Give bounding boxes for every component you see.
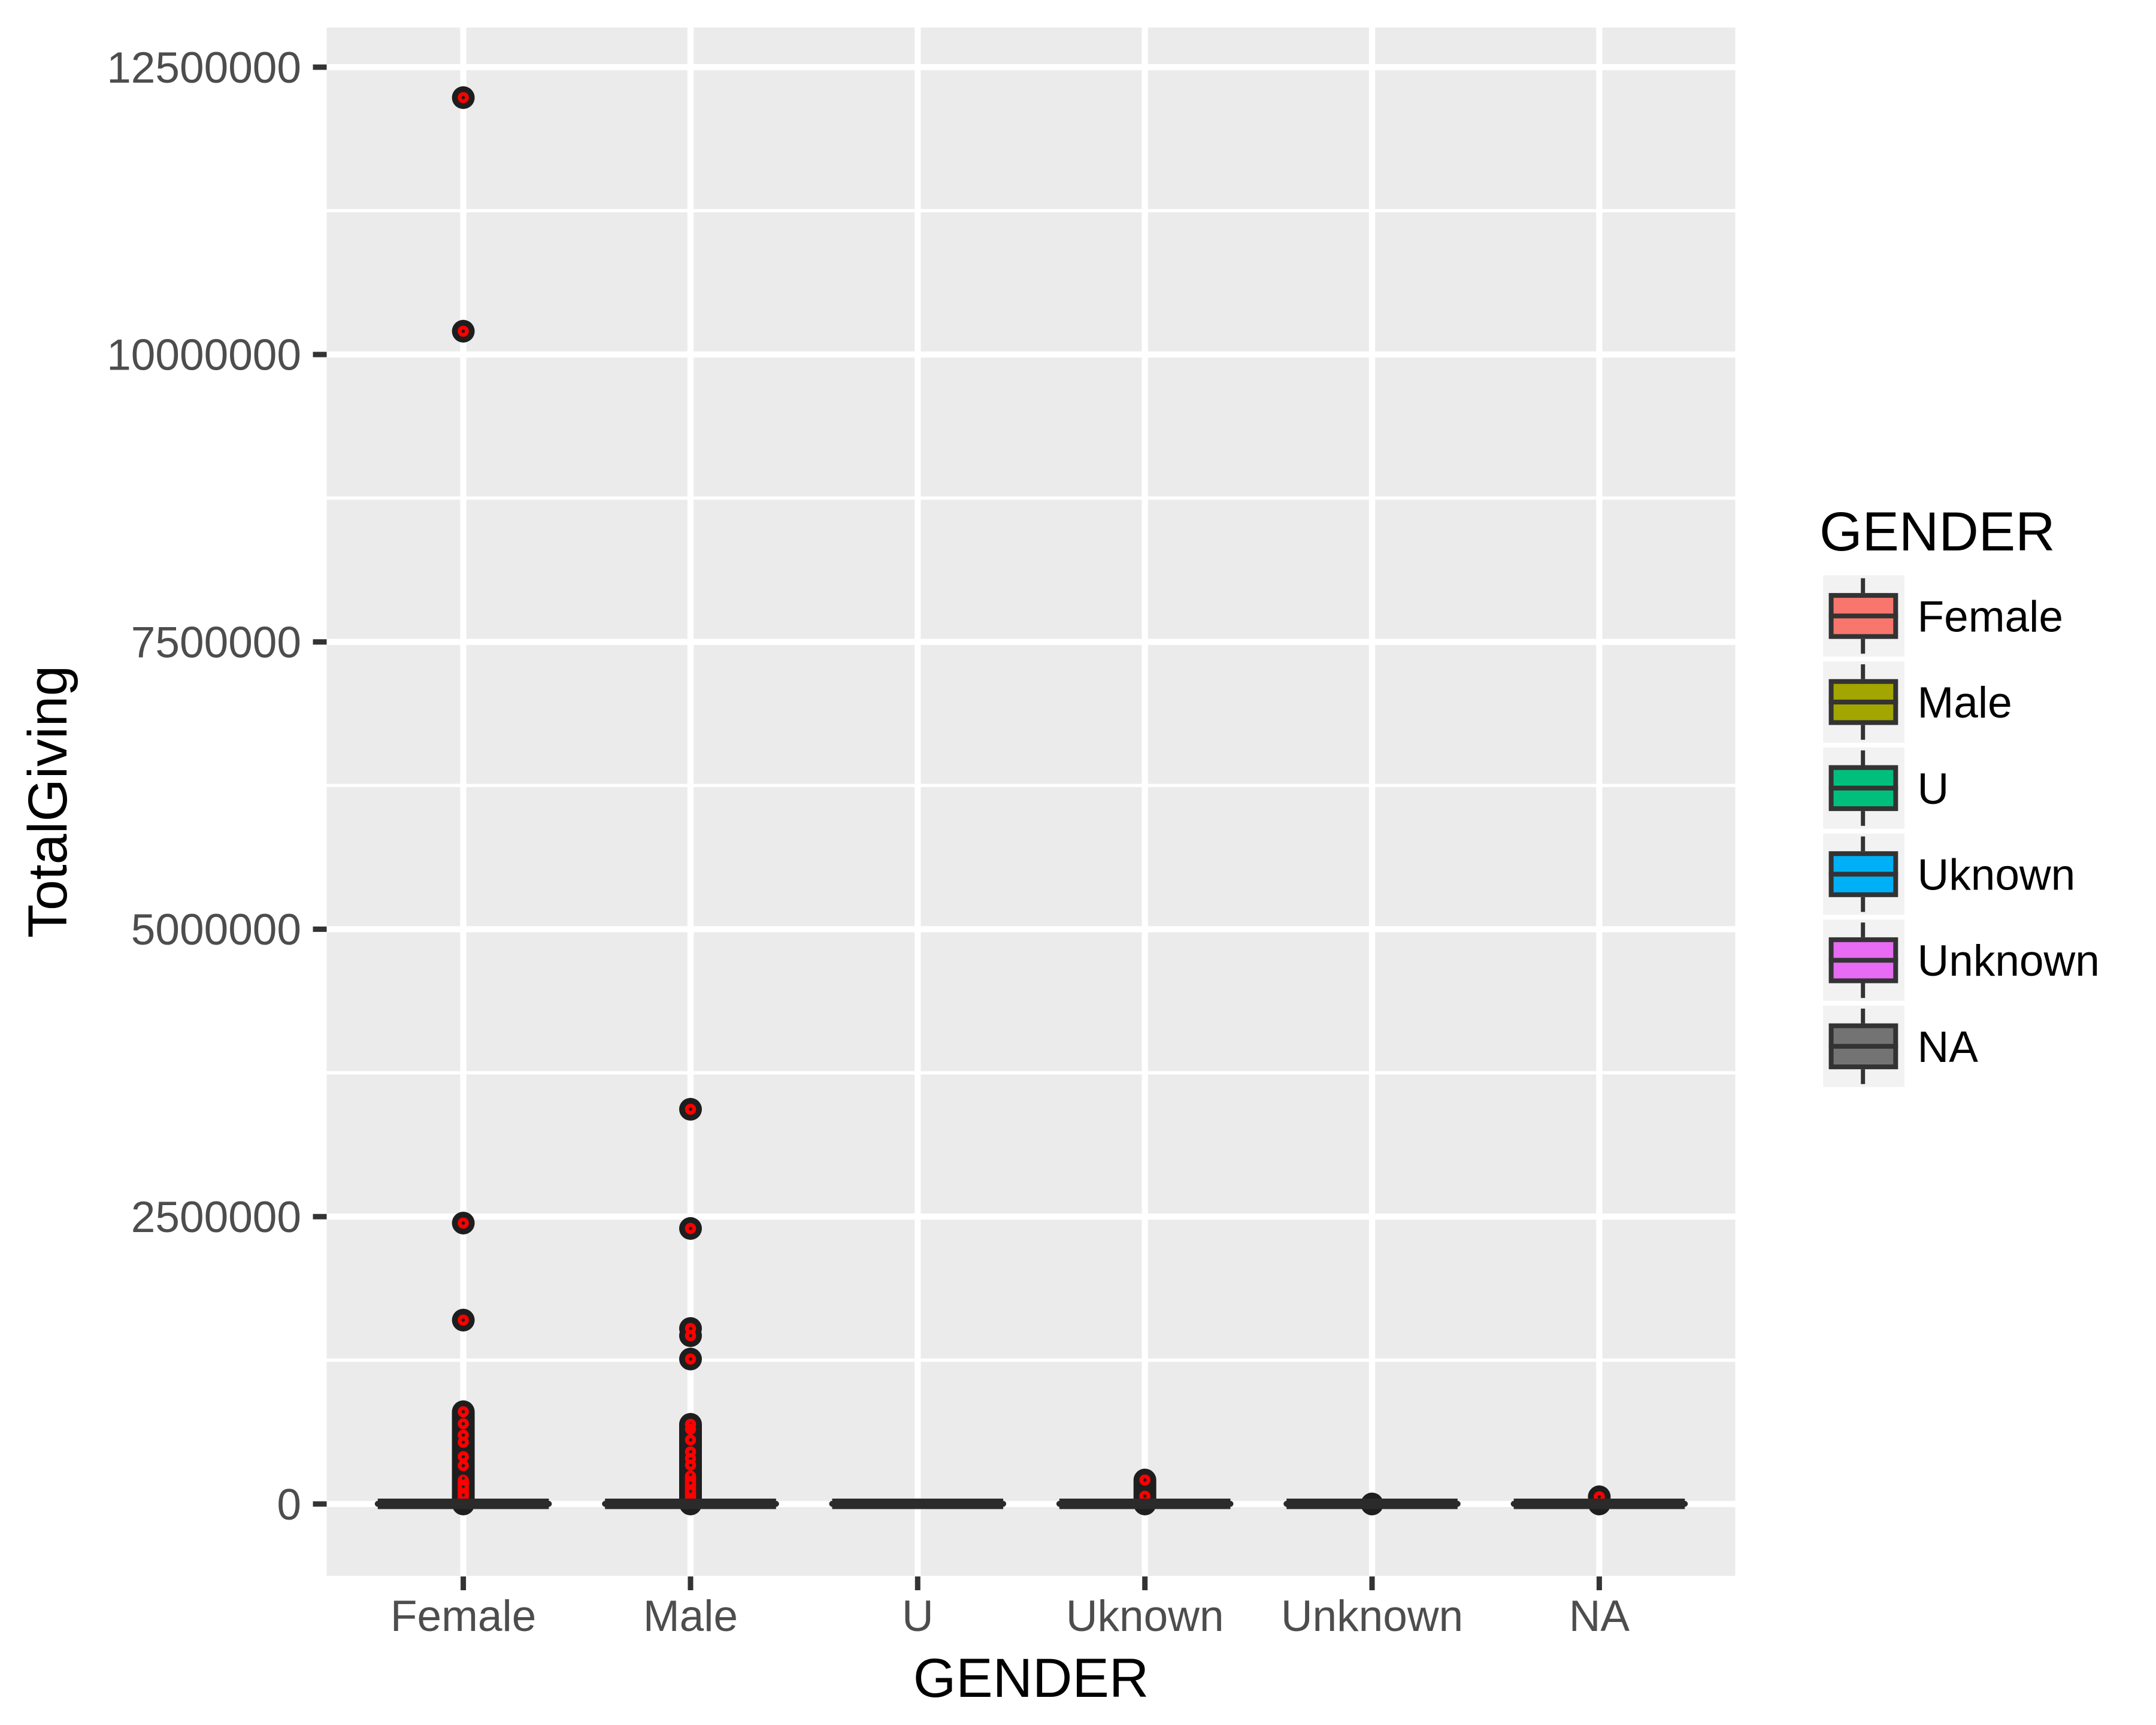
svg-text:TotalGiving: TotalGiving [17, 665, 78, 938]
svg-text:Female: Female [1918, 592, 2063, 641]
svg-text:Unknown: Unknown [1281, 1592, 1463, 1641]
svg-text:5000000: 5000000 [131, 906, 301, 954]
svg-text:Uknown: Uknown [1066, 1592, 1224, 1641]
svg-text:2500000: 2500000 [131, 1193, 301, 1242]
svg-text:10000000: 10000000 [107, 331, 301, 380]
svg-text:Male: Male [643, 1592, 738, 1641]
svg-text:Unknown: Unknown [1918, 937, 2100, 985]
svg-text:12500000: 12500000 [107, 44, 301, 92]
svg-text:U: U [1918, 765, 1949, 813]
svg-text:NA: NA [1918, 1023, 1979, 1072]
svg-text:U: U [902, 1592, 934, 1641]
svg-text:Uknown: Uknown [1918, 851, 2076, 900]
svg-text:Female: Female [390, 1592, 536, 1641]
svg-text:GENDER: GENDER [913, 1648, 1149, 1709]
svg-text:GENDER: GENDER [1819, 501, 2055, 562]
svg-text:7500000: 7500000 [131, 619, 301, 667]
svg-text:NA: NA [1569, 1592, 1630, 1641]
svg-text:0: 0 [277, 1481, 301, 1529]
svg-text:Male: Male [1918, 679, 2012, 727]
